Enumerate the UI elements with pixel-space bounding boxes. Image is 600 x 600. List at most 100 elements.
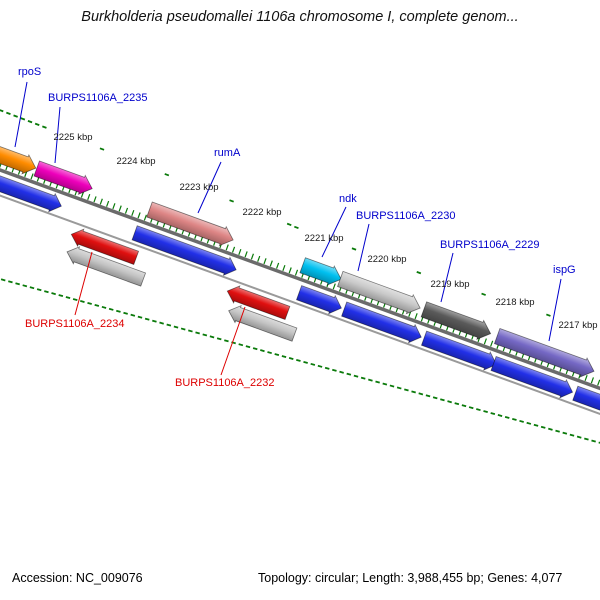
- plot-dot-lower: [504, 416, 510, 419]
- ruler-tick: [590, 377, 594, 384]
- ruler-tick: [137, 212, 141, 219]
- plot-dot-lower: [36, 288, 42, 292]
- ruler-tick: [238, 248, 242, 255]
- gene-arrow-rpoS[interactable]: [0, 137, 39, 177]
- plot-dot-lower: [195, 331, 200, 335]
- gene-label-rpoS[interactable]: rpoS: [18, 66, 42, 78]
- plot-dot-lower: [180, 327, 186, 331]
- plot-dot-lower: [144, 317, 150, 321]
- gene-arrow-ndk[interactable]: [299, 256, 344, 289]
- ruler-tick: [80, 191, 85, 198]
- plot-dot-lower: [252, 347, 258, 351]
- plot-dot-upper: [294, 225, 299, 230]
- gene-label-BURPS1106A_2232[interactable]: BURPS1106A_2232: [175, 377, 275, 389]
- ruler-tick: [112, 203, 116, 210]
- plot-dot-upper: [164, 173, 170, 177]
- plot-dot-lower: [0, 278, 6, 282]
- plot-dot-lower: [389, 384, 395, 388]
- ruler-label: 2221 kbp: [304, 233, 344, 244]
- gene-arrow-BURPS1106A_2235[interactable]: [33, 159, 95, 198]
- ruler-tick: [263, 258, 267, 265]
- gene-arrow-ispG[interactable]: [493, 327, 598, 381]
- plot-dot-lower: [44, 290, 49, 294]
- plot-dot-lower: [432, 396, 438, 400]
- plot-dot-upper: [416, 271, 422, 275]
- plot-dot-lower: [202, 333, 208, 337]
- plot-dot-lower: [317, 364, 323, 368]
- plot-dot-lower: [274, 353, 280, 357]
- plot-dot-lower: [22, 284, 28, 288]
- gene-arrow-BURPS1106A_2234[interactable]: [68, 226, 140, 267]
- gene-label-BURPS1106A_2229[interactable]: BURPS1106A_2229: [440, 239, 540, 251]
- gene-arrow-BURPS1106A_2229[interactable]: [420, 300, 494, 343]
- reverse-gene-arrow[interactable]: [64, 243, 147, 288]
- ruler-tick: [276, 262, 280, 269]
- plot-dot-lower: [461, 404, 467, 408]
- gene-arrow-BURPS1106A_2230[interactable]: [337, 270, 424, 318]
- plot-dot-lower: [346, 372, 352, 376]
- ruler-label: 2223 kbp: [179, 182, 219, 193]
- backbone-inner: [0, 181, 600, 420]
- plot-dot-lower: [440, 398, 445, 402]
- plot-dot-lower: [425, 394, 431, 398]
- label-leader-line: [321, 206, 347, 258]
- cds-arrow[interactable]: [295, 284, 345, 317]
- reverse-gene-arrow[interactable]: [226, 302, 298, 343]
- gene-label-BURPS1106A_2234[interactable]: BURPS1106A_2234: [25, 318, 125, 330]
- ruler-label: 2219 kbp: [430, 279, 470, 290]
- cds-arrow[interactable]: [572, 384, 600, 416]
- label-leader-line: [440, 252, 454, 303]
- plot-dot-lower: [101, 305, 107, 309]
- ruler-tick: [257, 255, 261, 262]
- plot-dot-lower: [159, 321, 164, 325]
- plot-dot-upper: [20, 117, 26, 121]
- plot-dot-upper: [6, 111, 11, 115]
- gene-arrow-BURPS1106A_2232[interactable]: [224, 283, 291, 322]
- ruler-tick: [106, 200, 110, 207]
- plot-dot-lower: [540, 425, 546, 429]
- ruler-tick: [93, 196, 97, 203]
- plot-dot-lower: [245, 345, 251, 349]
- gene-label-ndk[interactable]: ndk: [339, 193, 357, 205]
- plot-dot-lower: [404, 388, 409, 392]
- ruler-label: 2218 kbp: [495, 297, 535, 308]
- backbone-outer: [0, 158, 600, 399]
- plot-dot-lower: [116, 309, 121, 313]
- ruler-tick: [597, 379, 600, 386]
- plot-dot-lower: [296, 359, 301, 362]
- plot-dot-lower: [87, 302, 92, 305]
- ruler-label: 2224 kbp: [116, 156, 156, 167]
- plot-dot-lower: [166, 323, 172, 327]
- gene-label-ispG[interactable]: ispG: [553, 264, 576, 276]
- plot-dot-lower: [490, 412, 496, 415]
- plot-dot-lower: [310, 362, 316, 366]
- cds-arrow[interactable]: [0, 165, 65, 215]
- cds-arrow[interactable]: [341, 300, 425, 346]
- gene-label-BURPS1106A_2230[interactable]: BURPS1106A_2230: [356, 210, 456, 222]
- plot-dot-upper: [34, 122, 40, 126]
- ruler-tick: [118, 205, 122, 212]
- ruler-tick: [288, 267, 292, 274]
- plot-dot-lower: [137, 315, 143, 319]
- ruler-label: 2217 kbp: [558, 320, 598, 331]
- cds-arrow[interactable]: [490, 355, 575, 402]
- label-leader-line: [74, 251, 93, 316]
- plot-dot-lower: [468, 406, 474, 410]
- plot-dot-upper: [99, 147, 105, 151]
- cds-arrow[interactable]: [131, 224, 239, 279]
- label-leader-line: [14, 81, 28, 148]
- map-title: Burkholderia pseudomallei 1106a chromoso…: [81, 9, 519, 25]
- label-leader-line: [54, 106, 61, 164]
- plot-dot-lower: [396, 386, 402, 390]
- ruler-tick: [87, 193, 91, 200]
- cds-arrow[interactable]: [420, 329, 500, 373]
- gene-label-BURPS1106A_2235[interactable]: BURPS1106A_2235: [48, 92, 148, 104]
- plot-dot-lower: [58, 294, 64, 298]
- plot-dot-lower: [548, 427, 553, 431]
- plot-dot-lower: [216, 337, 222, 341]
- plot-dot-lower: [584, 437, 589, 441]
- ruler-tick: [225, 244, 229, 251]
- gene-arrow-rumA[interactable]: [146, 200, 236, 249]
- gene-label-rumA[interactable]: rumA: [214, 147, 241, 159]
- plot-dot-lower: [576, 435, 582, 439]
